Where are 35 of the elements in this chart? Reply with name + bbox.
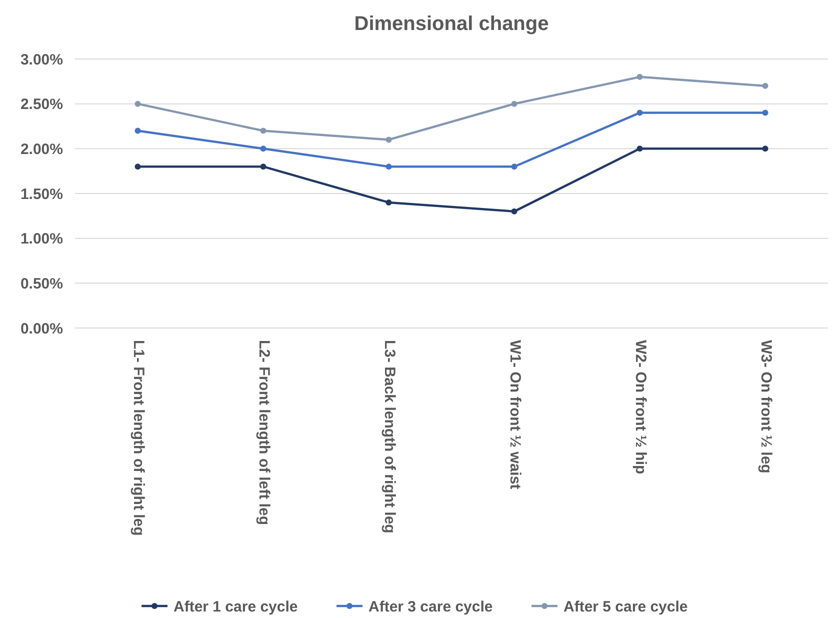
point [636,146,643,152]
point [386,164,392,170]
y-tick-label: 1.00% [20,230,63,248]
point [386,199,392,206]
x-tick-label: W1- On front ½ waist [506,340,524,490]
y-tick-label: 0.00% [20,320,63,338]
point [386,136,392,143]
point [260,128,266,134]
y-tick-label: 2.00% [20,140,63,158]
legend-label: After 1 care cycle [174,598,298,616]
chart-title: Dimensional change [354,13,549,35]
point [134,100,141,107]
x-tick-label: W2- On front ½ hip [632,340,649,474]
legend-label: After 3 care cycle [368,598,493,616]
y-tick-label: 3.00% [20,51,63,68]
y-tick-label: 1.50% [20,186,63,203]
point [762,146,768,152]
point [636,74,643,80]
y-tick-label: 2.50% [20,96,63,114]
point [762,110,768,116]
point [260,146,266,152]
point [260,164,266,170]
point [134,164,141,170]
y-tick-label: 0.50% [20,275,63,292]
point [511,164,518,170]
x-tick-label: L1- Front length of right leg [130,340,147,536]
point [636,110,643,116]
point [511,208,518,214]
point [762,82,768,89]
x-tick-label: L3- Back length of right leg [380,340,398,534]
x-tick-label: W3- On front ½ leg [757,340,774,474]
x-tick-label: L2- Front length of left leg [255,340,272,525]
legend-label: After 5 care cycle [564,598,688,616]
point [511,100,518,107]
point [134,128,141,134]
